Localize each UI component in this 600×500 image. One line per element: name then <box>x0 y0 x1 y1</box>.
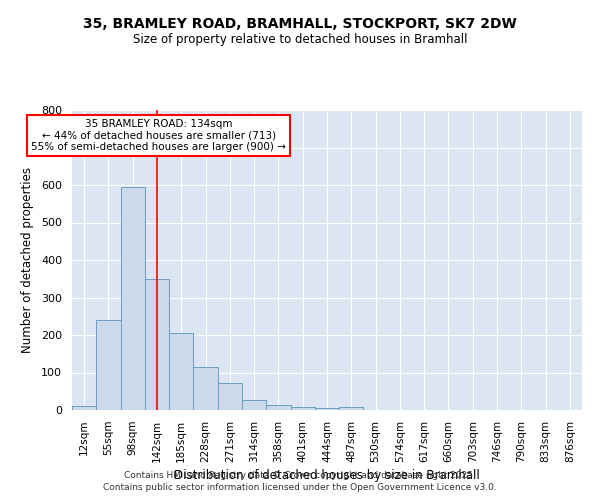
Bar <box>266 405 290 410</box>
X-axis label: Distribution of detached houses by size in Bramhall: Distribution of detached houses by size … <box>174 469 480 482</box>
Bar <box>72 406 96 410</box>
Bar <box>339 407 364 410</box>
Bar <box>121 187 145 410</box>
Bar <box>242 400 266 410</box>
Bar <box>193 367 218 410</box>
Bar <box>169 333 193 410</box>
Y-axis label: Number of detached properties: Number of detached properties <box>21 167 34 353</box>
Bar <box>315 408 339 410</box>
Text: Size of property relative to detached houses in Bramhall: Size of property relative to detached ho… <box>133 32 467 46</box>
Bar <box>218 383 242 410</box>
Bar <box>145 279 169 410</box>
Bar <box>96 320 121 410</box>
Bar <box>290 407 315 410</box>
Text: 35, BRAMLEY ROAD, BRAMHALL, STOCKPORT, SK7 2DW: 35, BRAMLEY ROAD, BRAMHALL, STOCKPORT, S… <box>83 18 517 32</box>
Text: Contains public sector information licensed under the Open Government Licence v3: Contains public sector information licen… <box>103 483 497 492</box>
Text: 35 BRAMLEY ROAD: 134sqm
← 44% of detached houses are smaller (713)
55% of semi-d: 35 BRAMLEY ROAD: 134sqm ← 44% of detache… <box>31 119 286 152</box>
Text: Contains HM Land Registry data © Crown copyright and database right 2025.: Contains HM Land Registry data © Crown c… <box>124 470 476 480</box>
